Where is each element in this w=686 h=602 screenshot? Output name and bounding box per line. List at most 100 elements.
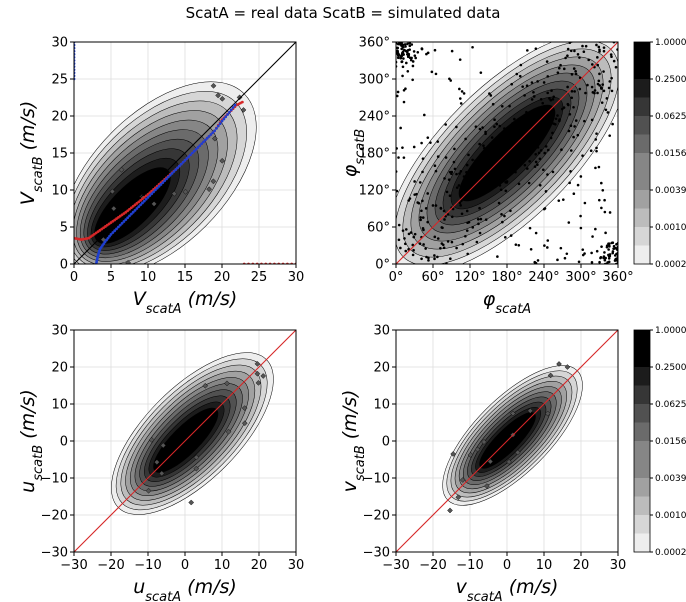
x-tick-label: 15	[177, 270, 194, 285]
scatter-point	[520, 149, 524, 153]
scatter-point	[427, 259, 430, 262]
mean-marker	[207, 134, 211, 138]
scatter-point	[499, 188, 503, 192]
outlier-point	[447, 507, 453, 514]
scatter-point	[567, 129, 571, 133]
scatter-point	[549, 98, 553, 102]
y-tick-label: 120°	[359, 184, 390, 199]
x-tick-label: 30	[288, 270, 305, 285]
mean-marker	[133, 208, 137, 212]
scatter-point	[430, 70, 434, 74]
scatter-point	[511, 122, 514, 125]
scatter-point	[584, 44, 588, 48]
mean-marker	[185, 157, 189, 160]
scatter-point	[517, 243, 521, 247]
scatter-point	[523, 163, 527, 167]
x-axis-label: uscatA (m/s)	[133, 576, 237, 602]
scatter-point	[401, 229, 405, 232]
scatter-point	[561, 107, 564, 111]
scatter-point	[455, 172, 458, 176]
y-tick-label: 10	[373, 398, 390, 413]
x-tick-label: −20	[419, 558, 446, 573]
scatter-point	[572, 105, 575, 109]
scatter-point	[568, 112, 572, 116]
outlier-point	[254, 361, 261, 367]
colorbar-tick-label: 0.0010	[655, 223, 686, 233]
colorbar-tick-label: 0.0625	[655, 112, 686, 122]
y-axis-label: φscatB	[339, 129, 368, 178]
scatter-point	[587, 58, 590, 62]
scatter-point	[478, 127, 482, 131]
scatter-point	[591, 235, 594, 238]
colorbar-band	[634, 422, 650, 442]
y-tick-label: 5	[60, 221, 68, 236]
scatter-point	[590, 63, 594, 66]
scatter-point	[413, 54, 417, 57]
scatter-point	[614, 65, 618, 69]
y-tick-label: 60°	[367, 221, 390, 236]
scatter-point	[475, 240, 479, 244]
scatter-point	[609, 53, 613, 56]
scatter-point	[509, 234, 513, 237]
scatter-point	[421, 216, 425, 219]
scatter-point	[518, 74, 522, 78]
scatter-point	[493, 143, 496, 146]
colorbar-band	[634, 404, 650, 423]
mean-marker	[202, 140, 205, 144]
scatter-point	[412, 235, 416, 239]
scatter-point	[404, 228, 408, 231]
scatter-point	[549, 136, 553, 140]
scatter-point	[448, 194, 452, 198]
scatter-point	[536, 163, 539, 167]
scatter-point	[590, 85, 594, 89]
scatter-point	[596, 56, 599, 59]
mean-marker	[157, 184, 161, 188]
mean-marker	[218, 122, 222, 125]
scatter-point	[600, 181, 603, 185]
outlier-point	[487, 458, 494, 465]
mean-marker	[233, 103, 237, 107]
outlier-point	[450, 451, 456, 457]
scatter-point	[600, 245, 603, 248]
scatter-point	[431, 204, 435, 207]
mean-marker	[126, 216, 130, 220]
scatter-point	[581, 154, 584, 157]
scatter-point	[543, 151, 546, 155]
scatter-point	[421, 157, 425, 160]
scatter-point	[406, 70, 410, 73]
scatter-point	[578, 87, 582, 91]
colorbar-band	[634, 330, 650, 349]
scatter-point	[518, 156, 521, 159]
scatter-point	[573, 90, 576, 93]
scatter-point	[446, 240, 450, 243]
scatter-point	[476, 186, 479, 189]
outlier-point	[484, 483, 490, 489]
y-tick-label: 180°	[359, 147, 390, 162]
mean-marker	[200, 142, 204, 146]
scatter-point	[439, 246, 442, 250]
scatter-point	[396, 189, 399, 193]
scatter-point	[553, 122, 557, 126]
scatter-point	[442, 209, 446, 213]
scatter-point	[403, 43, 407, 46]
scatter-point	[556, 114, 559, 117]
scatter-point	[424, 207, 428, 210]
scatter-point	[460, 199, 463, 202]
y-tick-label: −30	[41, 546, 68, 561]
scatter-point	[554, 117, 558, 121]
scatter-point	[572, 135, 575, 139]
scatter-point	[436, 237, 440, 240]
scatter-point	[462, 92, 466, 95]
scatter-point	[608, 211, 612, 214]
scatter-point	[567, 103, 570, 107]
mean-marker	[122, 220, 126, 223]
scatter-point	[471, 45, 474, 49]
scatter-point	[449, 257, 452, 260]
scatter-point	[597, 165, 601, 169]
x-tick-label: 20	[573, 558, 590, 573]
scatter-point	[402, 48, 406, 52]
scatter-point	[534, 47, 538, 51]
y-tick-label: −10	[363, 472, 390, 487]
outlier-point	[544, 410, 551, 417]
y-tick-label: 360°	[359, 36, 390, 51]
